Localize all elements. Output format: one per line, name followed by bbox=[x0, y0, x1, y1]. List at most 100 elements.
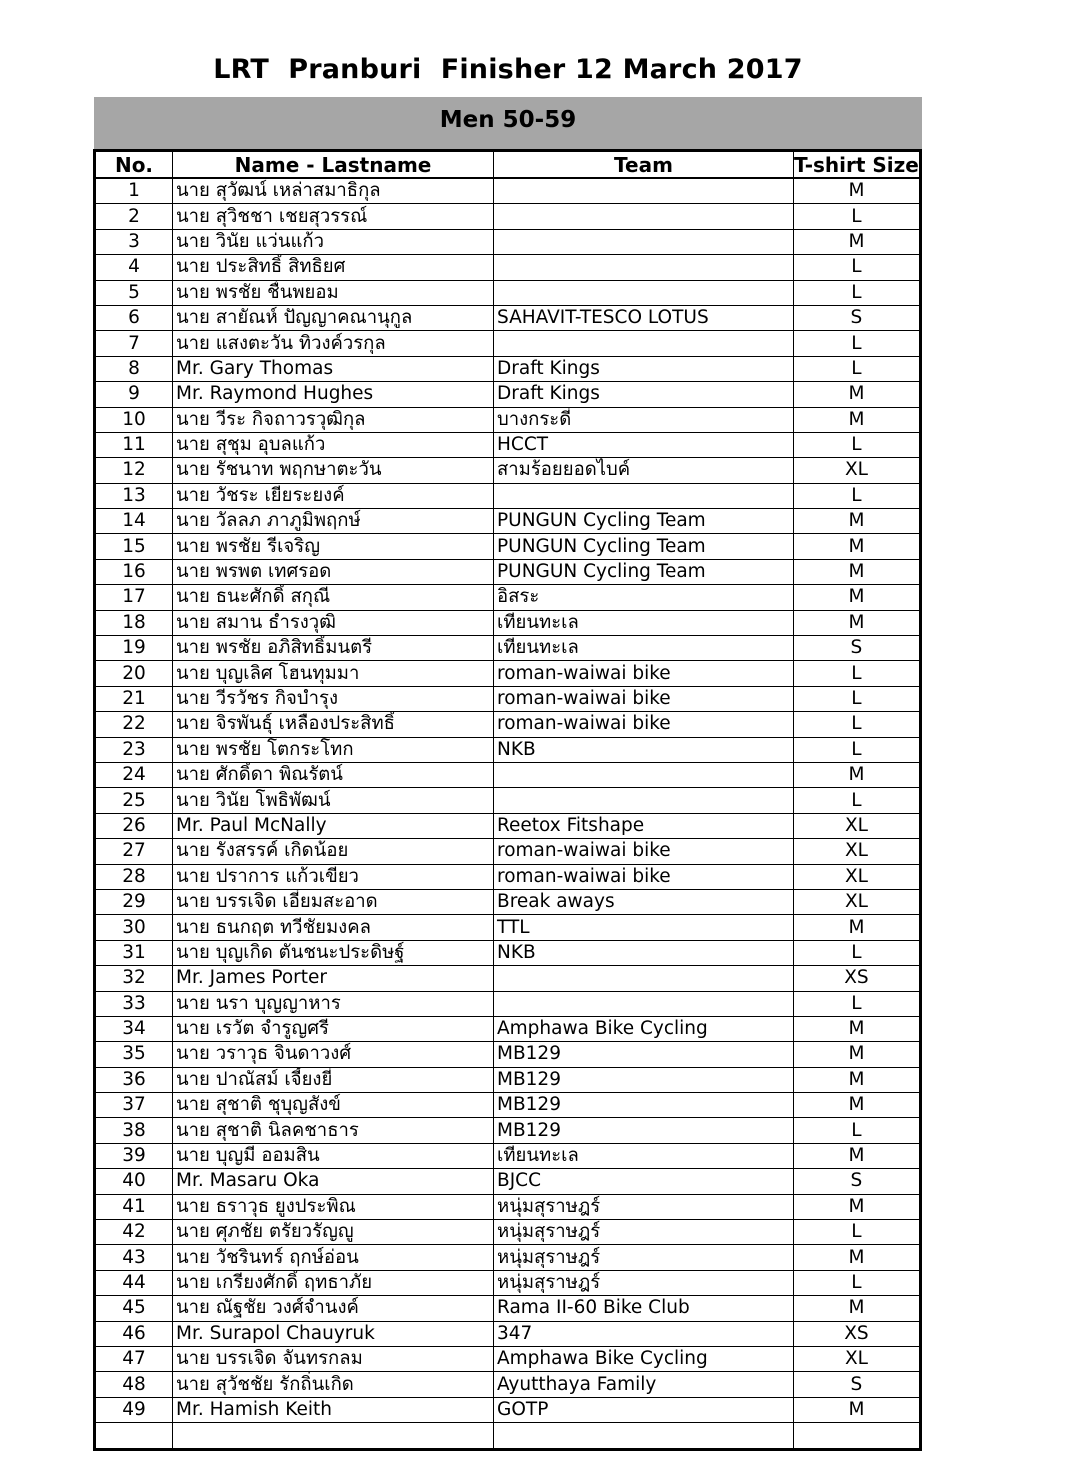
cell-no: 32 bbox=[94, 965, 173, 992]
header-size: T-shirt Size bbox=[793, 150, 921, 179]
cell-size: XS bbox=[793, 965, 921, 992]
cell-name: นาย ธราวุธ ยูงประพิณ bbox=[172, 1193, 494, 1221]
cell-name: Mr. Paul McNally bbox=[172, 812, 494, 840]
cell-team: Amphawa Bike Cycling bbox=[493, 1015, 794, 1043]
cell-no: 37 bbox=[94, 1092, 173, 1119]
cell-team: roman-waiwai bike bbox=[493, 660, 794, 687]
cell-size: S bbox=[793, 304, 921, 332]
cell-team: 347 bbox=[493, 1320, 794, 1347]
cell-name: นาย รัชนาท พฤกษาตะวัน bbox=[172, 457, 494, 484]
table-row: 20 นาย บุญเลิศ โฮนทุมมา roman-waiwai bike L bbox=[94, 660, 921, 687]
cell-team: หนุ่มสุราษฎร์ bbox=[493, 1193, 794, 1221]
cell-name: นาย บุญมี ออมสิน bbox=[172, 1142, 494, 1170]
cell-size: L bbox=[793, 431, 921, 459]
cell-no: 44 bbox=[94, 1269, 173, 1297]
cell-no: 26 bbox=[94, 812, 173, 840]
table-row: 6 นาย สายัณห์ ปัญญาคณานุกูล SAHAVIT-TESCO … bbox=[94, 304, 921, 332]
cell-size: XL bbox=[793, 1345, 921, 1373]
cell-team bbox=[493, 1422, 794, 1450]
cell-team: SAHAVIT-TESCO LOTUS bbox=[493, 304, 794, 332]
cell-team: อิสระ bbox=[493, 584, 794, 611]
cell-name: นาย วีรวัชร กิจบำรุง bbox=[172, 685, 494, 713]
cell-size: S bbox=[793, 1168, 921, 1195]
cell-name: นาย รังสรรค์ เกิดน้อย bbox=[172, 838, 494, 865]
cell-size: M bbox=[793, 1092, 921, 1119]
table-row: 45 นาย ณัฐชัย วงศ์จำนงค์ Rama II-60 Bike C… bbox=[94, 1295, 921, 1322]
cell-team: GOTP bbox=[493, 1396, 794, 1424]
cell-no: 49 bbox=[94, 1396, 173, 1424]
table-row: 37 นาย สุชาติ ชุบุญสังข์ MB129 M bbox=[94, 1092, 921, 1119]
cell-name: นาย พรพต เทศรอด bbox=[172, 558, 494, 586]
cell-team: เทียนทะเล bbox=[493, 635, 794, 662]
cell-size: L bbox=[793, 355, 921, 383]
cell-name: นาย นรา บุญญาหาร bbox=[172, 990, 494, 1017]
cell-team: MB129 bbox=[493, 1041, 794, 1068]
header-name: Name - Lastname bbox=[172, 150, 494, 179]
cell-no: 13 bbox=[94, 482, 173, 510]
category-band: Men 50-59 bbox=[94, 97, 922, 149]
cell-size: L bbox=[793, 711, 921, 738]
table-row bbox=[94, 1422, 921, 1450]
cell-name: นาย ปาณัสม์ เจี้ยงยี่ bbox=[172, 1066, 494, 1094]
table-row: 44 นาย เกรียงศักดิ์ ฤทธาภัย หนุ่มสุราษฎร์ L bbox=[94, 1269, 921, 1297]
cell-no: 2 bbox=[94, 203, 173, 230]
table-row: 10 นาย วีระ กิจถาวรวุฒิกุล บางกระดี่ M bbox=[94, 406, 921, 433]
table-header-row: No. Name - Lastname Team T-shirt Size bbox=[94, 150, 921, 179]
cell-name: นาย วัลลภ ภาภูมิพฤกษ์ bbox=[172, 508, 494, 535]
table-row: 26 Mr. Paul McNally Reetox Fitshape XL bbox=[94, 812, 921, 840]
cell-no: 21 bbox=[94, 685, 173, 713]
cell-name: นาย ศักดิ์ดา พิณรัตน์ bbox=[172, 761, 494, 789]
cell-name: Mr. James Porter bbox=[172, 965, 494, 992]
cell-name: นาย สุวัฒน์ เหล่าสมาธิกุล bbox=[172, 177, 494, 205]
cell-size: M bbox=[793, 533, 921, 560]
cell-no: 7 bbox=[94, 330, 173, 357]
cell-team bbox=[493, 965, 794, 992]
cell-no: 1 bbox=[94, 177, 173, 205]
cell-name: นาย สุชุม อุบลแก้ว bbox=[172, 431, 494, 459]
cell-name: Mr. Gary Thomas bbox=[172, 355, 494, 383]
cell-size: M bbox=[793, 228, 921, 256]
cell-team: เทียนทะเล bbox=[493, 1142, 794, 1170]
cell-team: PUNGUN Cycling Team bbox=[493, 508, 794, 535]
cell-no: 11 bbox=[94, 431, 173, 459]
table-row: 47 นาย บรรเจิด จันทรกลม Amphawa Bike Cycli… bbox=[94, 1345, 921, 1373]
table-row: 43 นาย วัชรินทร์ ฤกษ์อ่อน หนุ่มสุราษฎร์ M bbox=[94, 1244, 921, 1271]
cell-team: Draft Kings bbox=[493, 355, 794, 383]
cell-name: นาย เกรียงศักดิ์ ฤทธาภัย bbox=[172, 1269, 494, 1297]
cell-name: นาย ศุภชัย ตรัยวรัญญู bbox=[172, 1219, 494, 1246]
cell-team: หนุ่มสุราษฎร์ bbox=[493, 1244, 794, 1271]
cell-name: Mr. Masaru Oka bbox=[172, 1168, 494, 1195]
cell-team: Reetox Fitshape bbox=[493, 812, 794, 840]
cell-name: Mr. Surapol Chauyruk bbox=[172, 1320, 494, 1347]
cell-team: HCCT bbox=[493, 431, 794, 459]
cell-no: 15 bbox=[94, 533, 173, 560]
cell-size: M bbox=[793, 177, 921, 205]
cell-no: 10 bbox=[94, 406, 173, 433]
cell-name: นาย บรรเจิด จันทรกลม bbox=[172, 1345, 494, 1373]
cell-name: นาย บรรเจิด เอี่ยมสะอาด bbox=[172, 888, 494, 916]
table-row: 29 นาย บรรเจิด เอี่ยมสะอาด Break aways XL bbox=[94, 888, 921, 916]
cell-name: นาย สมาน ธำรงวุฒิ bbox=[172, 609, 494, 637]
table-row: 34 นาย เรวัต จำรูญศรี Amphawa Bike Cycling… bbox=[94, 1015, 921, 1043]
cell-size: L bbox=[793, 203, 921, 230]
table-row: 7 นาย แสงตะวัน ทิวงค์วรกุล L bbox=[94, 330, 921, 357]
cell-team bbox=[493, 279, 794, 306]
table-row: 36 นาย ปาณัสม์ เจี้ยงยี่ MB129 M bbox=[94, 1066, 921, 1094]
cell-no: 48 bbox=[94, 1371, 173, 1398]
cell-no: 47 bbox=[94, 1345, 173, 1373]
cell-size: L bbox=[793, 787, 921, 814]
cell-name: นาย วินัย โพธิพัฒน์ bbox=[172, 787, 494, 814]
cell-name: นาย ณัฐชัย วงศ์จำนงค์ bbox=[172, 1295, 494, 1322]
table-row: 8 Mr. Gary Thomas Draft Kings L bbox=[94, 355, 921, 383]
cell-no: 27 bbox=[94, 838, 173, 865]
cell-no: 24 bbox=[94, 761, 173, 789]
table-row: 28 นาย ปราการ แก้วเขียว roman-waiwai bike X… bbox=[94, 863, 921, 890]
cell-size: XL bbox=[793, 838, 921, 865]
cell-name: นาย พรชัย อภิสิทธิ์มนตรี bbox=[172, 635, 494, 662]
cell-no: 9 bbox=[94, 381, 173, 408]
cell-name: นาย วราวุธ จินดาวงศ์ bbox=[172, 1041, 494, 1068]
category-title: Men 50-59 bbox=[439, 107, 577, 133]
cell-team: Draft Kings bbox=[493, 381, 794, 408]
table-row: 31 นาย บุญเกิด ตันชนะประดิษฐ์ NKB L bbox=[94, 939, 921, 967]
cell-team: BJCC bbox=[493, 1168, 794, 1195]
